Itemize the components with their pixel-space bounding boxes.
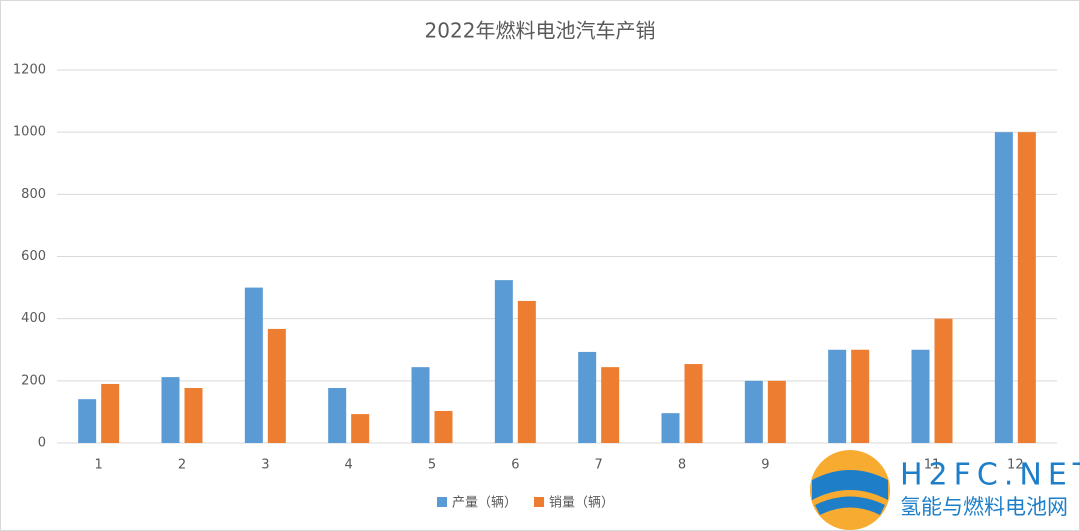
bar [767,380,786,443]
y-tick-label: 0 [38,436,46,451]
bar [661,413,680,443]
bar [578,351,597,443]
bar [994,132,1013,443]
bar [911,349,930,443]
x-tick-label: 11 [924,458,941,473]
bar [494,280,513,443]
chart-title: 2022年燃料电池汽车产销 [425,19,656,43]
bar [184,387,203,443]
y-tick-label: 600 [21,249,46,264]
x-tick-label: 1 [95,458,103,473]
bar [601,367,620,443]
bar [161,377,180,443]
bar [267,328,286,443]
y-tick-label: 400 [21,311,46,326]
x-tick-label: 12 [1007,458,1024,473]
bar [411,367,430,443]
bar [851,349,870,443]
bar [744,380,763,443]
legend-label: 产量（辆） [452,496,517,511]
y-tick-label: 1200 [13,63,46,78]
x-tick-label: 3 [261,458,269,473]
x-tick-label: 4 [345,458,353,473]
bar [434,410,453,443]
bar [684,364,703,443]
watermark-brand: H2FC.NET [900,458,1080,493]
bar [828,349,847,443]
bar [101,383,120,443]
x-tick-label: 7 [595,458,603,473]
x-tick-label: 8 [678,458,686,473]
bar [328,387,347,443]
bar [351,414,370,443]
y-tick-label: 1000 [13,125,46,140]
y-tick-label: 200 [21,373,46,388]
watermark-wave [812,470,888,500]
bar [517,300,536,443]
legend-swatch [437,497,447,507]
x-tick-label: 2 [178,458,186,473]
bar [78,399,97,443]
bar [934,318,953,443]
x-tick-label: 5 [428,458,436,473]
watermark-name: 氢能与燃料电池网 [900,495,1068,519]
watermark-wave [815,496,885,515]
y-tick-label: 800 [21,187,46,202]
bar [244,287,263,443]
bar [1017,132,1036,443]
watermark: H2FC.NET 氢能与燃料电池网 [810,450,1080,530]
x-tick-label: 6 [511,458,519,473]
legend-swatch [534,497,545,507]
x-tick-label: 9 [761,458,769,473]
legend-label: 销量（辆） [549,496,614,511]
